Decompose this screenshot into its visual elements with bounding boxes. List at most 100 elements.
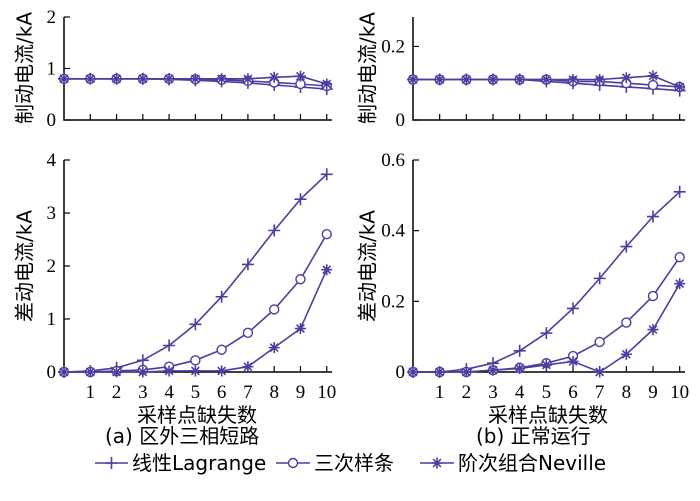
marker-neville bbox=[434, 366, 446, 378]
marker-neville bbox=[189, 365, 201, 377]
marker-neville bbox=[111, 73, 123, 85]
marker-lagrange bbox=[294, 193, 307, 206]
marker-neville bbox=[460, 74, 472, 86]
series-neville bbox=[58, 264, 333, 378]
y-axis-label: 制动电流/kA bbox=[356, 12, 380, 124]
legend-label-neville: 阶次组合Neville bbox=[458, 451, 606, 475]
marker-neville bbox=[407, 366, 419, 378]
marker-neville bbox=[487, 364, 499, 376]
x-tick-label: 10 bbox=[670, 382, 689, 403]
series-spline bbox=[407, 251, 685, 378]
marker-lagrange bbox=[540, 327, 553, 340]
panel-a-top: 0 1 2 制动电流/kA bbox=[13, 7, 333, 131]
marker-spline bbox=[268, 304, 280, 315]
marker-neville bbox=[321, 78, 333, 90]
marker-lagrange bbox=[320, 168, 333, 181]
series-line-spline bbox=[64, 233, 328, 373]
series-line-lagrange bbox=[413, 191, 681, 373]
x-tick-label: 2 bbox=[462, 382, 472, 403]
series-lagrange bbox=[58, 168, 333, 378]
legend-marker-lagrange bbox=[105, 457, 118, 469]
x-tick-label: 9 bbox=[296, 382, 306, 403]
x-tick-label: 8 bbox=[269, 382, 279, 403]
marker-lagrange bbox=[567, 302, 579, 315]
x-tick-label: 9 bbox=[648, 382, 658, 403]
x-tick-label: 5 bbox=[191, 382, 201, 403]
marker-spline bbox=[674, 251, 685, 263]
marker-neville bbox=[216, 365, 228, 377]
y-tick-label: 0 bbox=[47, 110, 57, 131]
y-axis-label: 差动电流/kA bbox=[13, 210, 37, 322]
marker-spline bbox=[594, 336, 605, 348]
marker-neville bbox=[460, 366, 472, 378]
marker-neville bbox=[620, 72, 632, 84]
marker-neville bbox=[58, 73, 70, 85]
marker-neville bbox=[294, 70, 306, 82]
caption-a: (a) 区外三相短路 bbox=[105, 424, 259, 448]
marker-neville bbox=[567, 74, 579, 86]
marker-spline bbox=[647, 79, 659, 91]
series-neville bbox=[407, 70, 686, 93]
marker-neville bbox=[137, 73, 149, 85]
marker-neville bbox=[163, 73, 175, 85]
axis-frame bbox=[412, 160, 685, 373]
marker-neville bbox=[647, 70, 659, 82]
x-axis-label: 采样点缺失数 bbox=[137, 403, 257, 427]
marker-spline bbox=[321, 228, 332, 240]
y-tick-label: 2 bbox=[47, 256, 57, 277]
marker-lagrange bbox=[163, 339, 176, 352]
marker-neville bbox=[268, 71, 280, 83]
marker-neville bbox=[189, 73, 201, 85]
y-tick-label: 2 bbox=[47, 7, 57, 28]
marker-neville bbox=[434, 74, 446, 86]
marker-lagrange bbox=[241, 258, 254, 271]
x-tick-label: 7 bbox=[243, 382, 253, 403]
marker-neville bbox=[620, 348, 632, 360]
x-tick-label: 4 bbox=[164, 382, 174, 403]
marker-neville bbox=[321, 264, 333, 276]
x-tick-label: 5 bbox=[542, 382, 552, 403]
marker-neville bbox=[540, 74, 552, 86]
marker-neville bbox=[514, 74, 526, 86]
marker-spline bbox=[647, 290, 659, 302]
y-tick-label: 1 bbox=[47, 309, 57, 330]
marker-spline bbox=[216, 344, 227, 355]
marker-neville bbox=[84, 73, 96, 85]
y-tick-label: 0.2 bbox=[381, 36, 405, 57]
marker-neville bbox=[674, 278, 686, 290]
x-tick-label: 4 bbox=[515, 382, 525, 403]
axis-frame bbox=[63, 17, 332, 121]
marker-neville bbox=[242, 73, 254, 85]
marker-neville bbox=[137, 366, 149, 378]
marker-neville bbox=[58, 366, 70, 378]
series-spline bbox=[58, 228, 332, 378]
series-line-spline bbox=[413, 256, 681, 373]
marker-spline bbox=[295, 274, 306, 285]
y-tick-label: 0 bbox=[396, 110, 406, 131]
x-tick-label: 6 bbox=[217, 382, 227, 403]
marker-neville bbox=[242, 361, 254, 373]
series-neville bbox=[407, 278, 686, 378]
x-tick-label: 1 bbox=[435, 382, 445, 403]
axis-frame bbox=[412, 17, 685, 121]
marker-neville bbox=[407, 74, 419, 86]
legend-marker-spline bbox=[287, 457, 299, 469]
marker-neville bbox=[294, 323, 306, 335]
y-tick-label: 0 bbox=[396, 362, 406, 383]
marker-neville bbox=[540, 359, 552, 371]
series-lagrange bbox=[407, 185, 686, 378]
marker-neville bbox=[216, 73, 228, 85]
y-axis-label: 制动电流/kA bbox=[13, 12, 37, 124]
y-tick-label: 4 bbox=[47, 150, 57, 171]
marker-lagrange bbox=[215, 290, 228, 303]
x-tick-label: 7 bbox=[595, 382, 605, 403]
marker-lagrange bbox=[136, 354, 149, 367]
marker-neville bbox=[84, 366, 96, 378]
marker-lagrange bbox=[673, 185, 686, 198]
legend: 线性Lagrange 三次样条 阶次组合Neville bbox=[95, 451, 606, 475]
y-tick-label: 1 bbox=[47, 59, 57, 80]
marker-lagrange bbox=[189, 318, 202, 331]
